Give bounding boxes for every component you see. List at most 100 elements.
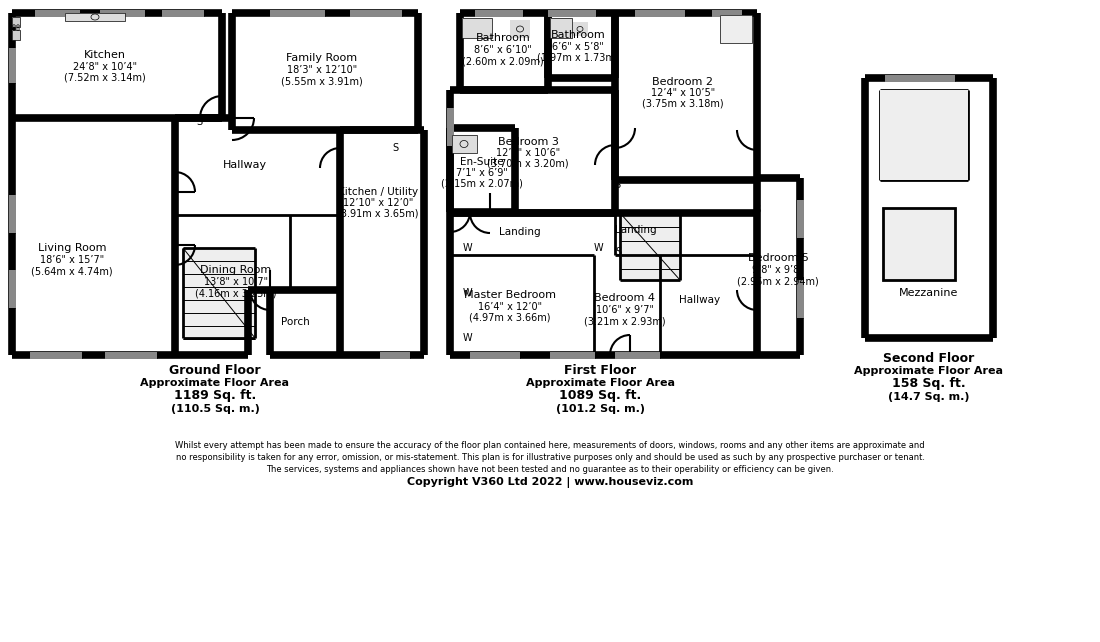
Text: W: W [593, 243, 603, 253]
Text: (7.52m x 3.14m): (7.52m x 3.14m) [64, 73, 146, 83]
Text: S: S [614, 180, 620, 190]
Text: Master Bedroom: Master Bedroom [464, 290, 556, 300]
Text: (5.55m x 3.91m): (5.55m x 3.91m) [282, 76, 363, 86]
Bar [798, 280, 804, 318]
Text: Bedroom 4: Bedroom 4 [594, 293, 656, 303]
Text: Hallway: Hallway [680, 295, 720, 305]
Text: Living Room: Living Room [37, 243, 107, 253]
Text: Second Floor: Second Floor [883, 352, 975, 365]
Text: 12’2" x 10’6": 12’2" x 10’6" [496, 148, 560, 158]
Text: Approximate Floor Area: Approximate Floor Area [526, 378, 674, 388]
Bar [447, 108, 454, 146]
Bar [880, 90, 968, 180]
Bar [883, 208, 955, 280]
Bar [886, 75, 955, 82]
Text: 24’8" x 10’4": 24’8" x 10’4" [73, 62, 138, 72]
Text: The services, systems and appliances shown have not been tested and no guarantee: The services, systems and appliances sho… [266, 465, 834, 474]
Text: W: W [462, 288, 472, 298]
Text: 1189 Sq. ft.: 1189 Sq. ft. [174, 390, 256, 403]
Bar [270, 10, 324, 17]
Text: (3.21m x 2.93m): (3.21m x 2.93m) [584, 316, 666, 326]
Text: 9’8" x 9’8": 9’8" x 9’8" [752, 265, 804, 275]
Text: Bedroom 2: Bedroom 2 [652, 77, 714, 87]
Text: W: W [462, 243, 472, 253]
Text: (4.16m x 3.23m): (4.16m x 3.23m) [196, 288, 277, 298]
Text: Mezzanine: Mezzanine [900, 288, 959, 298]
Bar [550, 352, 595, 359]
Bar [104, 352, 157, 359]
Text: En-Suite: En-Suite [460, 157, 504, 167]
Text: Copyright V360 Ltd 2022 | www.houseviz.com: Copyright V360 Ltd 2022 | www.houseviz.c… [407, 478, 693, 489]
Bar [865, 78, 993, 338]
Text: Whilst every attempt has been made to ensure the accuracy of the floor plan cont: Whilst every attempt has been made to en… [175, 440, 925, 449]
Bar [9, 270, 16, 308]
Text: no responsibility is taken for any error, omission, or mis-statement. This plan : no responsibility is taken for any error… [176, 453, 924, 462]
Text: S: S [196, 117, 202, 127]
Bar [475, 10, 522, 17]
Bar [712, 10, 743, 17]
Text: Bedroom 3: Bedroom 3 [497, 137, 559, 147]
Text: 18’6" x 15’7": 18’6" x 15’7" [40, 255, 104, 265]
Text: Approximate Floor Area: Approximate Floor Area [855, 366, 1003, 376]
Text: Porch: Porch [280, 317, 309, 327]
Text: 8’6" x 6’10": 8’6" x 6’10" [474, 45, 532, 55]
Bar [30, 352, 82, 359]
Bar [573, 22, 588, 36]
Bar [620, 210, 680, 280]
Text: 12’4" x 10’5": 12’4" x 10’5" [651, 88, 715, 98]
Text: 6’6" x 5’8": 6’6" x 5’8" [552, 42, 604, 52]
Text: (2.60m x 2.09m): (2.60m x 2.09m) [462, 56, 543, 66]
Text: (3.91m x 3.65m): (3.91m x 3.65m) [338, 209, 419, 219]
Text: Bathroom: Bathroom [551, 30, 605, 40]
Text: (3.70m x 3.20m): (3.70m x 3.20m) [487, 159, 569, 169]
Text: (5.64m x 4.74m): (5.64m x 4.74m) [31, 266, 113, 276]
Bar [470, 352, 520, 359]
Bar [452, 135, 477, 153]
Text: 7’1" x 6’9": 7’1" x 6’9" [456, 168, 508, 178]
Text: Landing: Landing [499, 227, 541, 237]
Text: 12’10" x 12’0": 12’10" x 12’0" [343, 198, 414, 208]
Bar [720, 15, 752, 43]
Text: Landing: Landing [615, 225, 657, 235]
Bar [12, 30, 20, 40]
Text: (101.2 Sq. m.): (101.2 Sq. m.) [556, 404, 645, 414]
Text: S: S [615, 247, 622, 257]
Bar [350, 10, 402, 17]
Bar [798, 200, 804, 238]
Bar [550, 18, 572, 38]
Bar [510, 20, 530, 38]
Bar [635, 10, 685, 17]
Bar [162, 10, 204, 17]
Text: Family Room: Family Room [286, 53, 358, 63]
Bar [462, 18, 492, 38]
Text: 158 Sq. ft.: 158 Sq. ft. [892, 377, 966, 390]
Bar [100, 10, 145, 17]
Bar [550, 18, 572, 38]
Text: 16’4" x 12’0": 16’4" x 12’0" [477, 302, 542, 312]
Bar [548, 10, 596, 17]
Text: (110.5 Sq. m.): (110.5 Sq. m.) [170, 404, 260, 414]
Text: (2.95m x 2.94m): (2.95m x 2.94m) [737, 276, 818, 286]
Text: (14.7 Sq. m.): (14.7 Sq. m.) [889, 392, 970, 402]
Text: S: S [754, 205, 760, 215]
Bar [9, 195, 16, 233]
Bar [12, 13, 424, 358]
Text: (4.97m x 3.66m): (4.97m x 3.66m) [470, 313, 551, 323]
Text: (1.97m x 1.73m): (1.97m x 1.73m) [537, 53, 619, 63]
Bar [12, 17, 20, 27]
Text: First Floor: First Floor [564, 363, 636, 376]
Bar [12, 17, 20, 27]
Bar [65, 13, 125, 21]
Text: Kitchen: Kitchen [84, 50, 126, 60]
Bar [720, 15, 752, 43]
Bar [450, 13, 800, 358]
Text: Approximate Floor Area: Approximate Floor Area [141, 378, 289, 388]
Text: Bathroom: Bathroom [475, 33, 530, 43]
Bar [883, 208, 955, 280]
Text: 18’3" x 12’10": 18’3" x 12’10" [287, 65, 358, 75]
Text: (2.15m x 2.07m): (2.15m x 2.07m) [441, 179, 522, 189]
Text: Bedroom 5: Bedroom 5 [748, 253, 808, 263]
Text: (3.75m x 3.18m): (3.75m x 3.18m) [642, 99, 724, 109]
Bar [65, 13, 125, 21]
Text: 1089 Sq. ft.: 1089 Sq. ft. [559, 390, 641, 403]
